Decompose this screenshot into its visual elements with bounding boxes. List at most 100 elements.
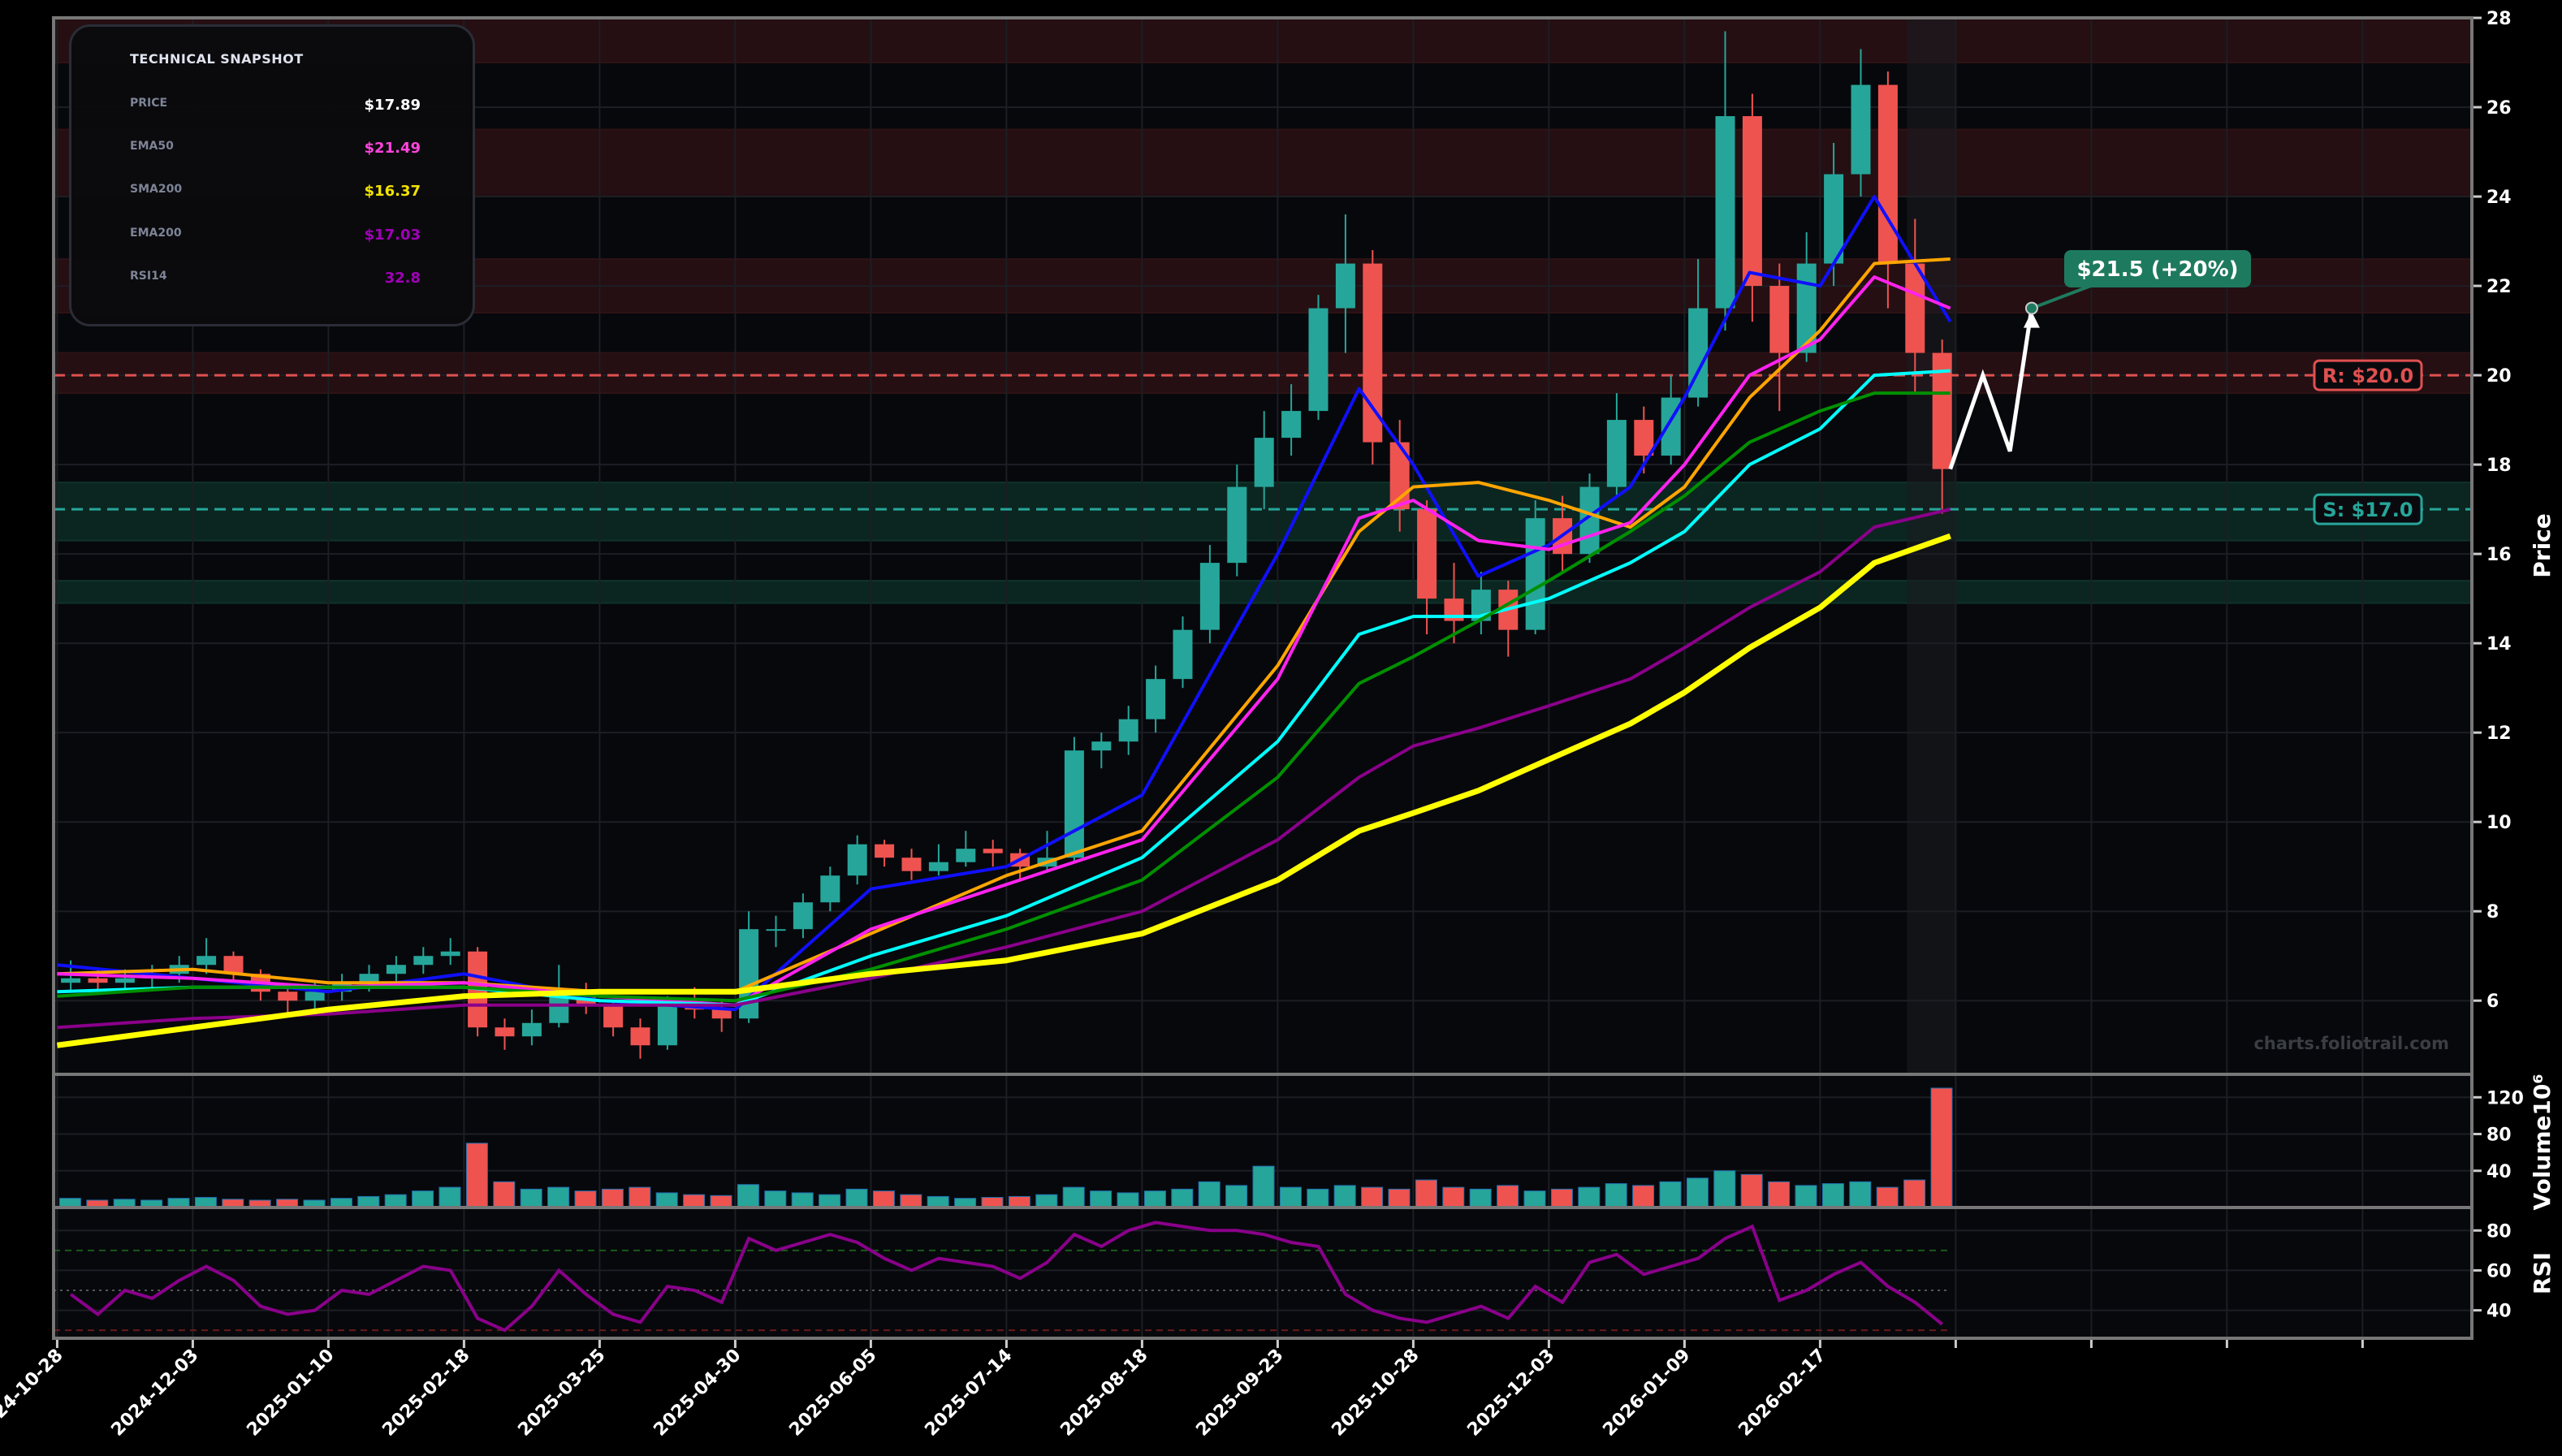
candle-body bbox=[928, 862, 948, 871]
volume-bar bbox=[927, 1195, 949, 1208]
support-zone bbox=[53, 482, 2473, 542]
volume-bar bbox=[601, 1188, 624, 1208]
volume-bar bbox=[357, 1195, 380, 1208]
x-tick-label: 2025-09-23 bbox=[1192, 1346, 1287, 1441]
y-tick-label: 18 bbox=[2486, 456, 2512, 476]
volume-bar bbox=[1171, 1188, 1194, 1208]
volume-bar bbox=[1605, 1183, 1627, 1208]
x-tick-label: 2025-10-28 bbox=[1328, 1346, 1423, 1441]
row-label: EMA50 bbox=[130, 140, 174, 153]
candle-body bbox=[820, 875, 840, 903]
candle-body bbox=[521, 1022, 542, 1037]
candle-body bbox=[305, 992, 325, 1001]
candle-body bbox=[1281, 411, 1302, 439]
volume-bar bbox=[819, 1194, 841, 1208]
candle-body bbox=[386, 965, 406, 974]
rsi-line bbox=[69, 1221, 1943, 1333]
row-value: $21.49 bbox=[364, 140, 421, 157]
x-tick-label: 2025-07-14 bbox=[921, 1346, 1016, 1441]
volume-bar bbox=[1768, 1181, 1791, 1208]
x-tick-label: 2025-06-05 bbox=[785, 1346, 880, 1441]
candle-body bbox=[603, 1005, 624, 1028]
candle-body bbox=[1091, 741, 1112, 751]
volume-tick-label: 80 bbox=[2486, 1125, 2512, 1146]
volume-bar bbox=[1930, 1087, 1953, 1208]
row-value: $17.89 bbox=[364, 97, 421, 114]
candle-body bbox=[1824, 174, 1844, 264]
panel-border bbox=[52, 1206, 2473, 1340]
x-tick-label: 2025-12-03 bbox=[1463, 1346, 1558, 1441]
volume-bar bbox=[1279, 1186, 1302, 1208]
target-label: $21.5 (+20%) bbox=[2076, 257, 2238, 282]
resistance-line-label: R: $20.0 bbox=[2322, 365, 2413, 387]
x-tick-label: 2024-10-28 bbox=[0, 1346, 67, 1441]
volume-bar bbox=[412, 1190, 434, 1208]
candle-body bbox=[440, 951, 460, 957]
y-tick-label: 14 bbox=[2486, 634, 2512, 655]
volume-bar bbox=[629, 1186, 651, 1208]
volume-bar bbox=[872, 1190, 895, 1208]
volume-bar bbox=[1117, 1192, 1139, 1208]
y-tick-label: 26 bbox=[2486, 98, 2512, 119]
y-tick-label: 28 bbox=[2486, 9, 2512, 29]
candle-body bbox=[956, 849, 976, 862]
volume-bar bbox=[1497, 1185, 1519, 1208]
candle-body bbox=[1417, 509, 1437, 599]
volume-bar bbox=[1713, 1170, 1736, 1208]
y-tick-label: 12 bbox=[2486, 724, 2512, 744]
candle-body bbox=[1199, 563, 1220, 630]
volume-bar bbox=[1740, 1173, 1763, 1208]
volume-bar bbox=[1198, 1181, 1221, 1208]
candle-body bbox=[278, 992, 298, 1001]
candle-body bbox=[1769, 286, 1790, 353]
y-tick-label: 24 bbox=[2486, 188, 2512, 208]
candle-body bbox=[1634, 420, 1654, 456]
volume-bar bbox=[1578, 1186, 1601, 1208]
candle-body bbox=[197, 956, 217, 966]
volume-bar bbox=[900, 1194, 922, 1208]
candle-body bbox=[1877, 84, 1898, 264]
volume-unit-label: 10⁶ bbox=[2529, 1074, 2556, 1115]
target-leader-line bbox=[2031, 283, 2096, 310]
snapshot-title: TECHNICAL SNAPSHOT bbox=[130, 51, 304, 67]
candle-body bbox=[1851, 84, 1871, 175]
volume-bar bbox=[1523, 1190, 1546, 1208]
projection-arrowhead bbox=[2023, 311, 2040, 328]
volume-bar bbox=[710, 1195, 732, 1208]
x-tick-label: 2026-01-09 bbox=[1599, 1346, 1694, 1441]
volume-bar bbox=[1903, 1179, 1926, 1208]
volume-bar bbox=[1849, 1181, 1872, 1208]
candle-body bbox=[223, 956, 244, 974]
candle-body bbox=[1308, 308, 1329, 412]
volume-bar bbox=[1415, 1179, 1437, 1208]
candle-body bbox=[88, 978, 108, 983]
volume-bar bbox=[1442, 1186, 1465, 1208]
y-tick-label: 8 bbox=[2486, 902, 2499, 922]
candle-body bbox=[495, 1027, 515, 1037]
ma-line-ema50 bbox=[57, 275, 1951, 1007]
volume-bar bbox=[764, 1190, 787, 1208]
volume-bar bbox=[465, 1143, 488, 1208]
target-label-box bbox=[2064, 250, 2251, 287]
row-value: $17.03 bbox=[364, 227, 421, 244]
volume-bar bbox=[1821, 1183, 1844, 1208]
volume-bar bbox=[1876, 1186, 1899, 1208]
candle-body bbox=[1335, 263, 1355, 309]
volume-bar bbox=[1795, 1185, 1817, 1208]
x-tick-label: 2025-02-18 bbox=[378, 1346, 473, 1441]
x-tick-label: 2026-02-17 bbox=[1735, 1346, 1830, 1441]
volume-bar bbox=[1632, 1185, 1655, 1208]
volume-bar bbox=[547, 1186, 570, 1208]
candle-body bbox=[1363, 263, 1383, 443]
support-line-label-box bbox=[2313, 493, 2423, 525]
resistance-line-label-box bbox=[2313, 359, 2423, 391]
volume-bar bbox=[737, 1184, 759, 1208]
candle-body bbox=[1715, 116, 1735, 309]
volume-bar bbox=[1361, 1186, 1384, 1208]
volume-bar bbox=[845, 1188, 868, 1208]
candle-body bbox=[1064, 750, 1084, 858]
candle-body bbox=[1254, 438, 1274, 487]
price-axis-label: Price bbox=[2529, 513, 2556, 578]
candle-body bbox=[793, 902, 813, 930]
row-value: 32.8 bbox=[384, 270, 421, 287]
